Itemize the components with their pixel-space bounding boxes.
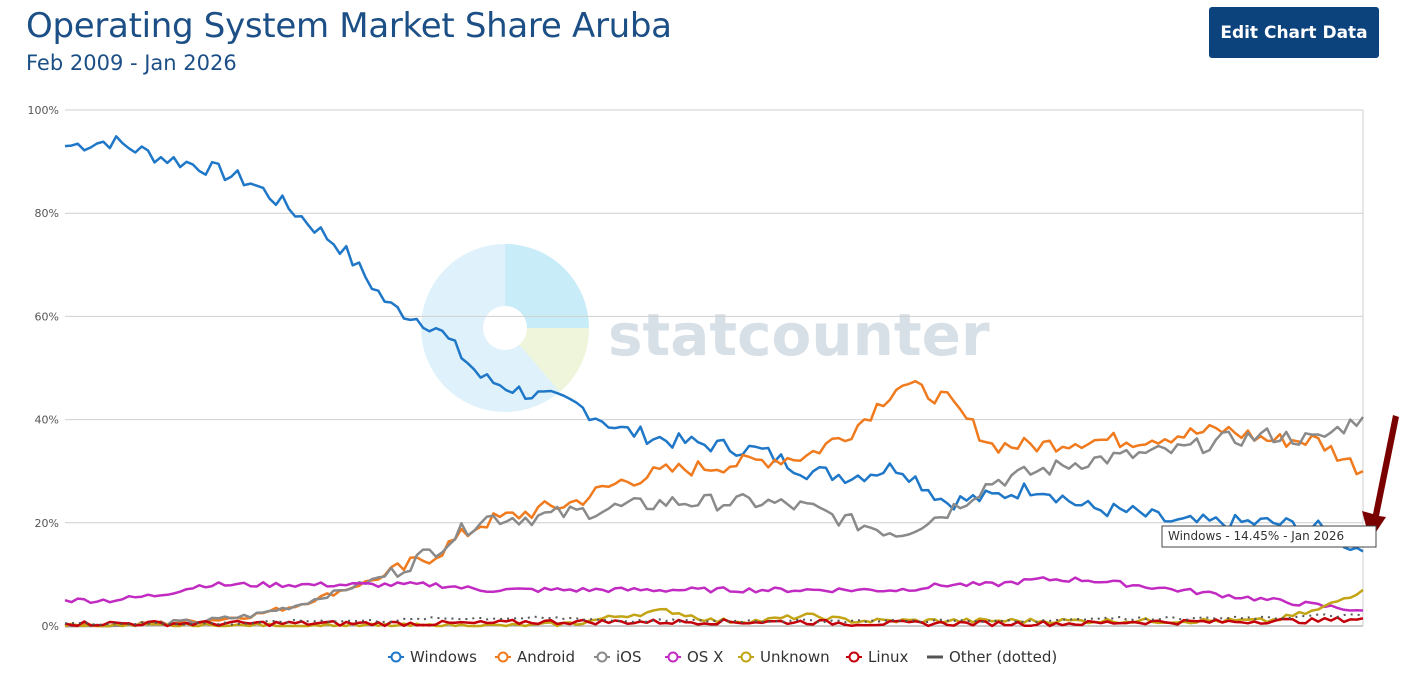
legend-item[interactable]: Windows [388,648,477,666]
chart-series [64,135,1365,628]
series-line-os-x [64,576,1364,612]
legend-marker [740,651,752,663]
series-line-other-dotted [64,613,1364,626]
legend-item[interactable]: Unknown [738,648,830,666]
legend-label: iOS [616,648,642,666]
series-line-windows [64,135,1364,553]
legend-marker [667,651,679,663]
watermark-text: statcounter [608,301,990,369]
statcounter-watermark: statcounter [421,244,990,412]
legend-marker [390,651,402,663]
legend-marker [497,651,509,663]
edit-chart-data-button[interactable]: Edit Chart Data [1209,7,1379,58]
legend-label: Windows [410,648,477,666]
legend-item[interactable]: Linux [846,648,909,666]
legend-item[interactable]: OS X [665,648,723,666]
legend-label: OS X [687,648,723,666]
y-tick-label: 100% [28,104,59,117]
legend-item[interactable]: iOS [594,648,642,666]
y-tick-label: 20% [35,517,59,530]
legend-label: Linux [868,648,909,666]
legend-label: Android [517,648,575,666]
date-range-subtitle: Feb 2009 - Jan 2026 [26,51,237,75]
arrow-icon [1362,415,1399,541]
watermark-logo-segment [505,244,589,328]
watermark-logo-hole [483,306,527,350]
legend-item[interactable]: Other (dotted) [927,648,1057,666]
y-tick-label: 40% [35,414,59,427]
chart-legend[interactable]: Windows Android iOS OS X Unknown Linux Other (… [388,648,1057,666]
latest-value-annotation: Windows - 14.45% - Jan 2026 [1161,415,1399,548]
y-tick-label: 80% [35,207,59,220]
legend-label: Unknown [760,648,830,666]
page-title: Operating System Market Share Aruba [26,6,672,46]
series-line-android [65,379,1364,628]
series-line-linux [64,616,1364,628]
series-line-ios [65,416,1365,628]
legend-item[interactable]: Android [495,648,575,666]
legend-marker [848,651,860,663]
y-tick-label: 0% [42,620,59,633]
legend-marker [596,651,608,663]
legend-label: Other (dotted) [949,648,1057,666]
watermark-logo-segment-2 [505,328,590,392]
y-axis-labels: 0% 20% 40% 60% 80% 100% [28,104,59,633]
tooltip-box [1161,525,1377,548]
y-tick-label: 60% [35,310,59,323]
tooltip-text: Windows - 14.45% - Jan 2026 [1168,529,1344,543]
